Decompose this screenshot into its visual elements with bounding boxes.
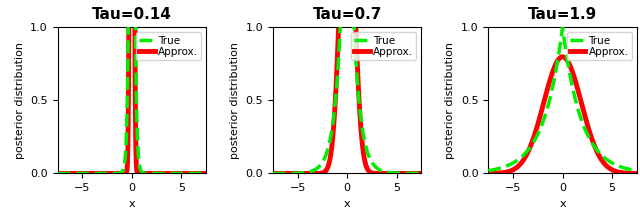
True bbox=[296, 172, 304, 174]
Line: True: True bbox=[488, 27, 637, 171]
Approx. bbox=[573, 87, 581, 89]
Approx. bbox=[484, 172, 492, 175]
True bbox=[541, 115, 549, 117]
Y-axis label: posterior distribution: posterior distribution bbox=[230, 42, 240, 159]
Approx. bbox=[202, 172, 210, 175]
Approx. bbox=[326, 159, 333, 162]
True bbox=[511, 160, 519, 163]
Legend: True, Approx.: True, Approx. bbox=[351, 32, 416, 60]
True bbox=[380, 170, 388, 173]
True bbox=[391, 172, 399, 174]
True bbox=[484, 169, 492, 172]
Approx. bbox=[54, 172, 61, 175]
Approx. bbox=[358, 140, 366, 143]
Title: Tau=0.7: Tau=0.7 bbox=[312, 7, 382, 22]
True bbox=[573, 106, 581, 108]
Approx. bbox=[418, 172, 426, 175]
Approx. bbox=[541, 97, 549, 99]
Approx. bbox=[150, 172, 158, 175]
Approx. bbox=[511, 167, 519, 170]
Approx. bbox=[164, 172, 172, 175]
Line: True: True bbox=[58, 0, 206, 173]
Line: Approx.: Approx. bbox=[58, 0, 206, 173]
True bbox=[111, 172, 118, 175]
Line: Approx.: Approx. bbox=[488, 57, 637, 173]
Legend: True, Approx.: True, Approx. bbox=[136, 32, 201, 60]
True bbox=[607, 161, 614, 163]
True bbox=[269, 172, 276, 175]
True bbox=[581, 128, 589, 130]
Approx. bbox=[581, 115, 589, 117]
True bbox=[633, 169, 640, 172]
Y-axis label: posterior distribution: posterior distribution bbox=[445, 42, 456, 159]
Approx. bbox=[365, 171, 373, 173]
True bbox=[202, 172, 210, 175]
True bbox=[81, 172, 88, 175]
True bbox=[326, 140, 333, 143]
Approx. bbox=[391, 172, 399, 175]
Approx. bbox=[81, 172, 88, 175]
True bbox=[164, 172, 172, 175]
Approx. bbox=[269, 172, 276, 175]
Approx. bbox=[296, 172, 304, 175]
Legend: True, Approx.: True, Approx. bbox=[566, 32, 632, 60]
Approx. bbox=[559, 55, 566, 58]
True bbox=[595, 151, 603, 154]
True bbox=[54, 172, 61, 175]
True bbox=[365, 157, 373, 159]
Title: Tau=0.14: Tau=0.14 bbox=[92, 7, 172, 22]
True bbox=[150, 172, 158, 175]
Approx. bbox=[633, 172, 640, 175]
X-axis label: x: x bbox=[344, 199, 351, 209]
Approx. bbox=[111, 172, 118, 175]
Approx. bbox=[380, 172, 388, 175]
Y-axis label: posterior distribution: posterior distribution bbox=[15, 42, 25, 159]
True bbox=[176, 172, 184, 175]
Title: Tau=1.9: Tau=1.9 bbox=[528, 7, 597, 22]
Line: True: True bbox=[273, 0, 422, 173]
True bbox=[418, 172, 426, 175]
X-axis label: x: x bbox=[129, 199, 135, 209]
True bbox=[143, 172, 150, 175]
Line: Approx.: Approx. bbox=[273, 0, 422, 173]
Approx. bbox=[607, 168, 614, 170]
Approx. bbox=[143, 172, 150, 175]
X-axis label: x: x bbox=[559, 199, 566, 209]
Approx. bbox=[176, 172, 184, 175]
True bbox=[559, 26, 566, 29]
True bbox=[358, 126, 366, 128]
Approx. bbox=[595, 155, 603, 157]
